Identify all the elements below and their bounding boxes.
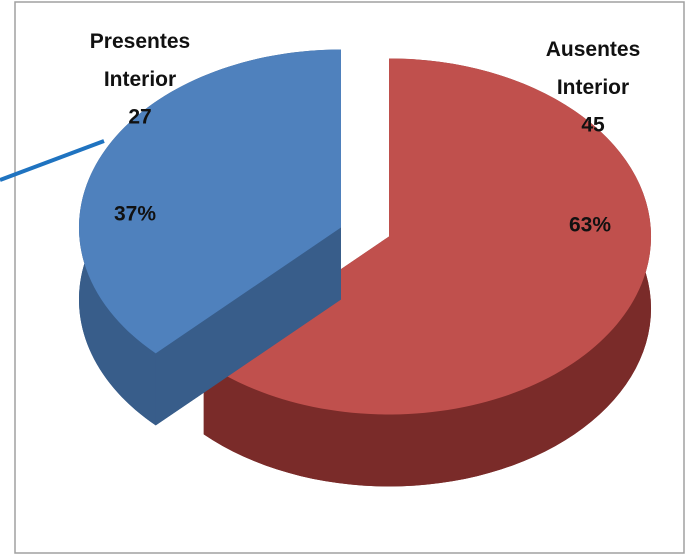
- pie-slice: [203, 58, 652, 415]
- category-label: Presentes Interior: [90, 30, 190, 91]
- slice-rim: [203, 58, 652, 487]
- percentage-label: 37%: [114, 203, 156, 226]
- value-label: 27: [128, 106, 151, 129]
- pie: [78, 49, 652, 487]
- category-label: Ausentes Interior: [546, 38, 641, 99]
- leader-line: [0, 139, 105, 182]
- pie-slice: [78, 49, 341, 354]
- slice-wall: [155, 227, 341, 426]
- labels: Presentes Interior 27 37% Ausentes Interior 45…: [90, 30, 640, 237]
- value-label: 45: [581, 114, 605, 137]
- percentage-label: 63%: [569, 214, 611, 237]
